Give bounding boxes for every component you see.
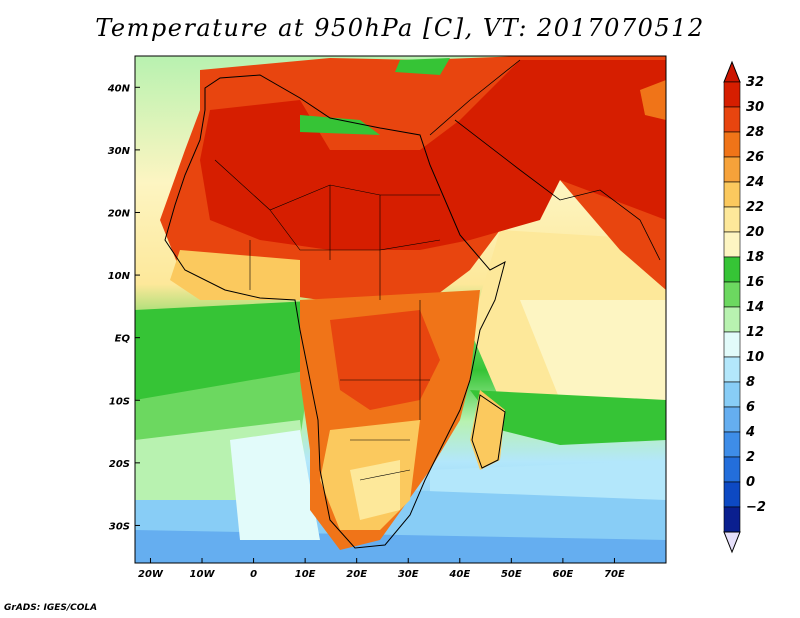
colorbar-label: 26 (746, 150, 764, 165)
colorbar-swatch (723, 406, 741, 433)
colorbar-swatch (723, 456, 741, 483)
colorbar-label: −2 (746, 500, 766, 515)
map-frame (134, 55, 667, 564)
lon-tick-label: 10W (190, 569, 216, 580)
lat-tick-label: 30N (108, 146, 131, 157)
colorbar-label: 10 (746, 350, 764, 365)
colorbar-swatch (723, 156, 741, 183)
country-borders (214, 159, 441, 481)
colorbar-label: 20 (746, 225, 764, 240)
lat-tick-label: 20S (109, 459, 130, 470)
lon-tick-label: 20E (346, 569, 367, 580)
lon-tick-label: 20W (138, 569, 164, 580)
colorbar-under-arrow (723, 531, 741, 554)
lon-tick-label: 40E (448, 569, 470, 580)
lat-tick-label: 30S (109, 521, 130, 532)
lon-tick-label: 10E (295, 569, 316, 580)
lat-tick-label: 10N (108, 271, 131, 282)
middle-east-coastline (429, 59, 661, 261)
black-sea-green (395, 58, 450, 75)
colorbar-label: 0 (746, 475, 755, 490)
colorbar-label: 16 (746, 275, 764, 290)
colorbar-swatch (723, 506, 741, 533)
colorbar-swatch (723, 356, 741, 383)
colorbar-label: 4 (745, 425, 755, 440)
asia-edge-warm (640, 80, 666, 120)
colorbar-over-arrow (723, 60, 741, 83)
grads-credit: GrADS: IGES/COLA (4, 603, 98, 613)
colorbar-swatch (723, 306, 741, 333)
africa-coastline (164, 74, 506, 549)
lat-tick-label: 40N (107, 83, 131, 94)
longitude-ticks: 20W 10W 0 10E 20E 30E 40E 50E 60E 70E (138, 558, 625, 580)
colorbar-swatch (723, 381, 741, 408)
west-africa-coast (170, 250, 300, 300)
colorbar-swatch (723, 106, 741, 133)
colorbar-swatch (723, 131, 741, 158)
colorbar-swatch (723, 181, 741, 208)
lon-tick-label: 0 (250, 569, 257, 580)
congo-warm (330, 310, 440, 410)
lon-tick-label: 60E (553, 569, 574, 580)
colorbar-swatch (723, 481, 741, 508)
sahara-hot-core (200, 60, 666, 250)
map-plot-area (135, 56, 666, 563)
lat-tick-label: 10S (109, 396, 130, 407)
indian-ocean-green (470, 390, 666, 445)
benguela-cool (230, 430, 320, 540)
colorbar-label: 18 (746, 250, 764, 265)
colorbar-swatch (723, 281, 741, 308)
colorbar-swatch (723, 331, 741, 358)
colorbar-label: 32 (746, 75, 764, 90)
lat-tick-label: 20N (108, 208, 131, 219)
colorbar-label: 6 (746, 400, 755, 415)
lon-tick-label: 70E (604, 569, 625, 580)
colorbar-label: 22 (746, 200, 764, 215)
colorbar-swatch (723, 206, 741, 233)
colorbar-label: 24 (746, 175, 764, 190)
colorbar-label: 8 (746, 375, 755, 390)
lon-tick-label: 30E (398, 569, 419, 580)
madagascar-land (470, 390, 505, 470)
kalahari-pale (350, 460, 400, 520)
colorbar-label: 28 (746, 125, 764, 140)
map-title: Temperature at 950hPa [C], VT: 201707051… (95, 14, 705, 42)
latitude-ticks: 40N 30N 20N 10N EQ 10S 20S 30S (107, 83, 140, 532)
colorbar-label: 30 (746, 100, 764, 115)
colorbar-label: 2 (746, 450, 755, 465)
colorbar-swatch (723, 431, 741, 458)
indian-ocean-pale (520, 300, 666, 410)
colorbar-label: 12 (746, 325, 764, 340)
colorbar-swatch (723, 256, 741, 283)
madagascar-coastline (471, 394, 506, 469)
colorbar-swatch (723, 81, 741, 108)
mediterranean-green (300, 115, 380, 135)
lat-tick-label: EQ (115, 334, 131, 345)
colorbar-swatch (723, 231, 741, 258)
lon-tick-label: 50E (501, 569, 522, 580)
colorbar-label: 14 (746, 300, 764, 315)
